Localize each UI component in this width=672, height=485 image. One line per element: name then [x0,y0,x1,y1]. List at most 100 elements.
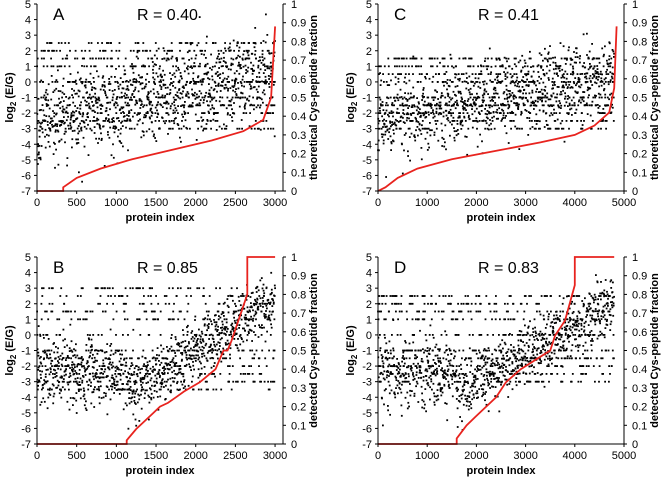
panel-a-point [169,88,172,91]
panel-b-point [48,287,51,290]
panel-d-point [397,302,400,305]
panel-a-point [216,75,219,77]
panel-c-point [437,113,440,116]
panel-c-point [474,104,477,107]
panel-a-point [264,80,267,83]
panel-b-y-label: log2 (E/G) [4,325,18,376]
panel-b-point [185,351,187,354]
panel-b-point [50,362,52,365]
panel-c-point [486,68,488,71]
panel-b-point [73,348,75,351]
panel-a-point [197,81,200,83]
panel-c-point [602,118,604,121]
panel-a-point [143,104,146,107]
panel-a-y-tick-label: -5 [21,155,31,167]
panel-c-point [434,96,437,99]
panel-d-point [411,295,414,297]
panel-a-point [157,93,160,95]
panel-c-point [425,116,428,118]
panel-c-point [468,118,471,120]
panel-a-point [222,79,225,82]
panel-b-point [222,357,224,360]
panel-b-point [39,335,42,337]
panel-b-point [161,367,164,369]
panel-c-point [559,42,562,44]
panel-d-point [397,367,400,369]
panel-b-point [149,287,152,290]
panel-a-point [210,53,212,56]
panel-a-point [160,81,162,83]
panel-b-point [99,380,102,383]
panel-d-point [409,383,411,385]
panel-b-point [176,372,179,375]
panel-c-point [569,81,572,83]
panel-a-point [77,71,79,74]
panel-a-point [47,104,50,107]
panel-b-point [45,310,48,313]
panel-b-point [179,371,182,374]
panel-d-point [383,334,386,336]
panel-a-point [101,42,103,44]
panel-b-point [256,298,259,301]
panel-a-point [75,83,78,85]
panel-b-point [130,362,133,364]
panel-c-point [402,121,405,123]
panel-a-point [48,49,50,52]
panel-c-point [382,133,385,136]
panel-c-point [598,105,601,107]
panel-c-point [562,127,565,130]
panel-a-point [47,141,50,143]
panel-a-point [208,78,211,81]
panel-c-point [459,120,462,122]
panel-b-point [88,365,90,367]
panel-a-point [108,89,111,91]
panel-c-point [403,57,405,60]
panel-c-point [546,92,549,95]
panel-a-point [40,57,43,60]
panel-c-point [388,131,390,134]
panel-c-point [426,131,429,134]
panel-b-point [218,334,221,336]
panel-b-point [265,316,267,318]
panel-b-point [233,319,236,322]
panel-a-point [266,112,269,114]
panel-b-point [223,332,225,335]
panel-c-point [514,81,517,83]
panel-d-point [410,367,413,369]
panel-b-point [254,300,257,303]
panel-a-point [151,130,154,133]
panel-c-point [549,98,552,101]
panel-a-point [226,81,229,83]
panel-c-point [478,120,481,122]
panel-c-point [547,53,550,55]
panel-a-point [105,94,107,97]
panel-b-point [128,392,131,394]
panel-b-point [51,365,53,367]
panel-a-point [273,104,276,107]
panel-c-point [517,61,520,64]
panel-c-point [543,73,546,75]
panel-a-point [272,112,274,114]
panel-b-point [151,310,154,313]
panel-a-point [74,57,76,60]
panel-a-point [145,83,148,86]
panel-c-point [488,106,491,109]
panel-c-point [436,57,439,60]
panel-b-point [234,344,237,346]
panel-a-point [193,62,196,64]
panel-b-point [147,295,150,297]
panel-a-x-tick-label: 3000 [263,197,287,209]
panel-b-point [186,345,189,347]
panel-c-point [431,57,434,60]
panel-b-point [148,396,151,398]
panel-c-point [544,85,547,88]
panel-a-point [244,57,247,60]
panel-a-x-tick-label: 2500 [223,197,247,209]
panel-a-point [220,49,223,52]
panel-b-fraction-curve [37,256,276,445]
panel-c-point [468,91,471,94]
panel-b-point [42,397,45,400]
panel-c-point [576,91,579,94]
panel-a-point [69,124,72,127]
panel-c-point [464,57,467,60]
